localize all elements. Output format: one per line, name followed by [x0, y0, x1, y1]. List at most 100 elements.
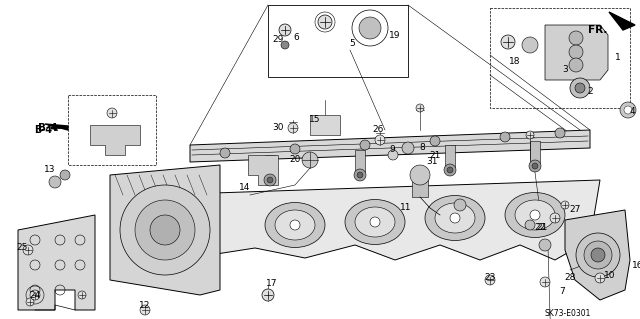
Circle shape: [49, 176, 61, 188]
Circle shape: [569, 31, 583, 45]
Text: 7: 7: [559, 287, 565, 296]
Circle shape: [522, 37, 538, 53]
Circle shape: [302, 152, 318, 168]
Circle shape: [526, 131, 534, 139]
Circle shape: [262, 289, 274, 301]
Circle shape: [359, 17, 381, 39]
Circle shape: [575, 83, 585, 93]
Circle shape: [264, 174, 276, 186]
Circle shape: [485, 275, 495, 285]
Text: 15: 15: [309, 115, 321, 124]
Circle shape: [120, 185, 210, 275]
Polygon shape: [565, 210, 630, 300]
Circle shape: [550, 213, 560, 223]
Circle shape: [540, 277, 550, 287]
Text: 14: 14: [239, 183, 251, 192]
Circle shape: [402, 142, 414, 154]
Circle shape: [375, 135, 385, 145]
Bar: [268, 5, 408, 77]
Circle shape: [354, 169, 366, 181]
Circle shape: [532, 163, 538, 169]
Polygon shape: [18, 215, 95, 310]
Circle shape: [501, 35, 515, 49]
Circle shape: [454, 199, 466, 211]
Bar: [445, 145, 455, 167]
Circle shape: [624, 106, 632, 114]
Circle shape: [135, 200, 195, 260]
Circle shape: [267, 177, 273, 183]
Text: 11: 11: [400, 204, 412, 212]
Circle shape: [595, 273, 605, 283]
Text: 30: 30: [272, 123, 284, 132]
Bar: [355, 150, 365, 172]
Text: 28: 28: [564, 273, 576, 283]
Circle shape: [591, 248, 605, 262]
Circle shape: [561, 201, 569, 209]
Circle shape: [525, 220, 535, 230]
Text: 9: 9: [389, 145, 395, 154]
Text: 3: 3: [562, 65, 568, 75]
Text: 5: 5: [349, 40, 355, 48]
Polygon shape: [110, 165, 220, 295]
Circle shape: [444, 164, 456, 176]
Circle shape: [620, 102, 636, 118]
Circle shape: [584, 241, 612, 269]
Polygon shape: [248, 155, 278, 185]
Circle shape: [357, 172, 363, 178]
Ellipse shape: [275, 210, 315, 240]
Text: 18: 18: [509, 57, 521, 66]
Text: 6: 6: [293, 33, 299, 42]
Circle shape: [30, 290, 40, 300]
Text: 21: 21: [429, 151, 441, 160]
Text: 22: 22: [534, 224, 546, 233]
Circle shape: [569, 45, 583, 59]
Circle shape: [26, 298, 34, 306]
Bar: [68, 95, 156, 165]
Polygon shape: [90, 125, 140, 155]
Circle shape: [388, 150, 398, 160]
Text: 21: 21: [536, 224, 548, 233]
Bar: [530, 141, 540, 163]
Text: 16: 16: [632, 261, 640, 270]
Text: 25: 25: [16, 243, 28, 253]
Text: 23: 23: [484, 273, 496, 283]
Ellipse shape: [505, 192, 565, 238]
Circle shape: [430, 136, 440, 146]
Circle shape: [500, 132, 510, 142]
Bar: [265, 155, 275, 177]
Text: FR.: FR.: [588, 25, 608, 35]
Circle shape: [450, 213, 460, 223]
Circle shape: [360, 140, 370, 150]
Circle shape: [410, 165, 430, 185]
Text: 17: 17: [266, 278, 278, 287]
Ellipse shape: [355, 207, 395, 237]
Polygon shape: [155, 180, 600, 260]
Circle shape: [318, 15, 332, 29]
Text: 13: 13: [44, 166, 56, 174]
Text: 20: 20: [289, 155, 301, 165]
Text: 26: 26: [372, 125, 384, 135]
Circle shape: [281, 41, 289, 49]
Text: 27: 27: [570, 205, 580, 214]
Ellipse shape: [265, 203, 325, 248]
Circle shape: [576, 233, 620, 277]
Circle shape: [220, 148, 230, 158]
Circle shape: [279, 24, 291, 36]
Ellipse shape: [345, 199, 405, 244]
Text: 2: 2: [587, 87, 593, 97]
Circle shape: [150, 215, 180, 245]
Polygon shape: [310, 115, 340, 135]
Ellipse shape: [425, 196, 485, 241]
Bar: [490, 8, 630, 108]
Circle shape: [530, 210, 540, 220]
Ellipse shape: [435, 203, 475, 233]
Circle shape: [569, 58, 583, 72]
Text: 4: 4: [629, 108, 635, 116]
Polygon shape: [545, 25, 608, 80]
Circle shape: [288, 123, 298, 133]
Text: 10: 10: [604, 271, 616, 279]
Text: 12: 12: [140, 301, 150, 310]
Circle shape: [140, 305, 150, 315]
Polygon shape: [190, 130, 590, 162]
Circle shape: [60, 170, 70, 180]
